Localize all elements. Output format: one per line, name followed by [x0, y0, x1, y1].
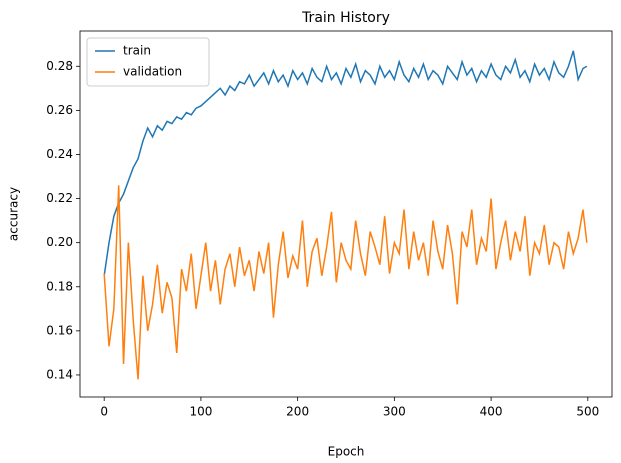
y-tick-label: 0.14: [46, 367, 73, 381]
y-tick-label: 0.26: [46, 103, 73, 117]
legend-label: train: [123, 44, 151, 58]
chart-title: Train History: [301, 10, 390, 26]
y-tick-label: 0.18: [46, 279, 73, 293]
y-tick-label: 0.24: [46, 147, 73, 161]
line-series: [103, 50, 588, 276]
x-tick-label: 200: [286, 405, 309, 419]
x-tick-label: 0: [100, 405, 108, 419]
y-tick-label: 0.16: [46, 323, 73, 337]
y-tick-label: 0.28: [46, 59, 73, 73]
x-tick-label: 500: [576, 405, 599, 419]
y-axis-label: accuracy: [7, 187, 21, 241]
y-tick-label: 0.20: [46, 235, 73, 249]
x-tick-label: 100: [189, 405, 212, 419]
legend-label: validation: [123, 65, 182, 79]
y-tick-label: 0.22: [46, 191, 73, 205]
legend-box: [86, 37, 210, 87]
line-series: [103, 185, 588, 380]
plot-frame: [79, 30, 613, 398]
x-axis-label: Epoch: [328, 445, 365, 459]
x-tick-label: 400: [480, 405, 503, 419]
x-tick-label: 300: [383, 405, 406, 419]
